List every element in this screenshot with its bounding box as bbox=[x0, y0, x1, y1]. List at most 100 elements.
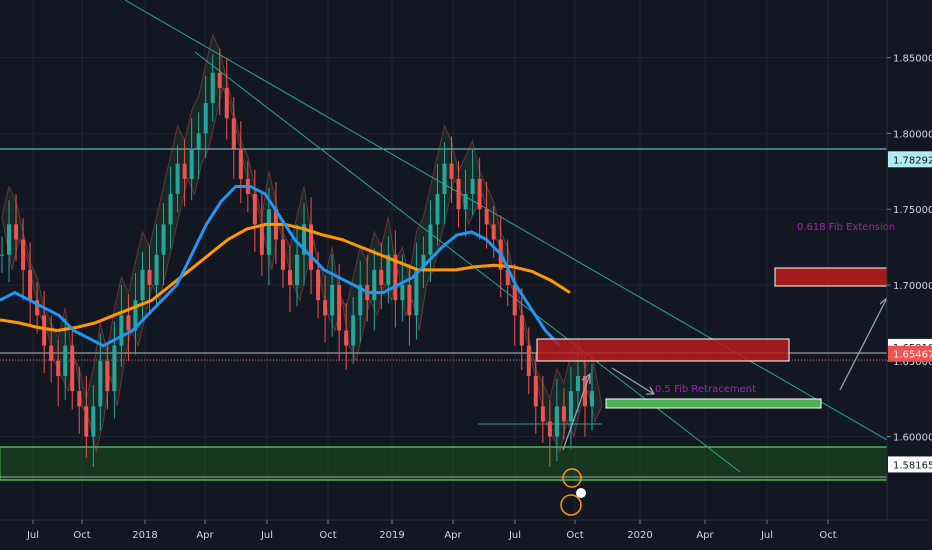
y-tick-label: 1.70000 bbox=[893, 281, 932, 292]
arrow-down-icon bbox=[611, 367, 656, 395]
candle-body bbox=[49, 345, 54, 361]
price-tag-label: 1.65467 bbox=[893, 350, 932, 361]
resistance-zone-box[interactable] bbox=[536, 338, 790, 362]
x-tick-label: 2020 bbox=[627, 530, 652, 541]
candle-body bbox=[287, 269, 292, 286]
price-tag-bg bbox=[888, 456, 932, 473]
candle-body bbox=[161, 224, 166, 255]
candle-body bbox=[0, 254, 4, 256]
candle-body bbox=[575, 375, 580, 392]
candle-body bbox=[379, 269, 384, 286]
y-tick-label: 1.60000 bbox=[893, 433, 932, 444]
candle-body bbox=[316, 269, 321, 301]
candle-body bbox=[175, 163, 180, 195]
candle-body bbox=[133, 300, 138, 331]
candle-body bbox=[217, 72, 222, 88]
candle-body bbox=[42, 315, 47, 346]
price-tag-label: 1.58165 bbox=[893, 460, 932, 471]
candle-body bbox=[526, 345, 531, 376]
candle-body bbox=[547, 421, 552, 437]
candle-body bbox=[505, 269, 510, 286]
candle-body bbox=[533, 375, 538, 407]
y-tick-label: 1.80000 bbox=[893, 129, 932, 140]
candle-body bbox=[84, 406, 89, 437]
candle-body bbox=[252, 194, 257, 225]
candle-body bbox=[519, 315, 524, 346]
candle-body bbox=[309, 224, 314, 270]
candle-body bbox=[456, 178, 461, 210]
candle-body bbox=[421, 254, 426, 270]
candle-body bbox=[28, 269, 33, 301]
support-zone bbox=[0, 446, 887, 481]
candle-body bbox=[337, 285, 342, 331]
price-tag-bg bbox=[888, 345, 932, 362]
candle-body bbox=[259, 224, 264, 255]
candle-body bbox=[105, 360, 110, 392]
y-tick-label: 1.85000 bbox=[893, 54, 932, 65]
candle-body bbox=[140, 269, 145, 301]
candle-body bbox=[266, 209, 271, 255]
x-tick-label: Oct bbox=[73, 530, 90, 541]
trendline-upper[interactable] bbox=[124, 0, 887, 441]
gridlines bbox=[0, 0, 887, 520]
candle-body bbox=[463, 194, 468, 210]
arrow-up-icon bbox=[562, 372, 591, 451]
fib-extension-label: 0.618 Fib Extension bbox=[797, 222, 895, 233]
target-zone-box[interactable] bbox=[774, 267, 887, 287]
candle-body bbox=[323, 300, 328, 316]
x-tick-label: Jul bbox=[26, 530, 39, 541]
fib-retracement-box[interactable] bbox=[605, 398, 822, 409]
candle-body bbox=[112, 345, 117, 392]
candle-body bbox=[582, 375, 587, 407]
candle-body bbox=[330, 285, 335, 316]
candle-body bbox=[414, 269, 419, 316]
candle-body bbox=[182, 163, 187, 179]
candle-body bbox=[238, 148, 243, 179]
candle-body bbox=[358, 285, 363, 316]
x-tick-label: 2019 bbox=[379, 530, 404, 541]
cloud-band bbox=[1, 33, 603, 454]
y-tick-label: 1.65000 bbox=[893, 357, 932, 368]
candle-body bbox=[435, 194, 440, 225]
candle-body bbox=[568, 391, 573, 422]
time-axis[interactable]: Jul Oct 2018 Apr Jul Oct 2019 Apr Jul Oct 2020 Apr J… bbox=[26, 520, 837, 541]
candle-body bbox=[210, 72, 215, 104]
candle-body bbox=[393, 254, 398, 301]
candle-body bbox=[302, 224, 307, 255]
candle-body bbox=[196, 133, 201, 149]
candle-body bbox=[98, 360, 103, 407]
candle-body bbox=[56, 360, 61, 376]
candle-body bbox=[400, 285, 405, 301]
candle-body bbox=[35, 300, 40, 316]
candle-body bbox=[512, 285, 517, 316]
price-tag-label: 1.78292 bbox=[893, 155, 932, 166]
x-tick-label: Oct bbox=[566, 530, 583, 541]
candle-body bbox=[168, 194, 173, 225]
moving-average-blue bbox=[0, 185, 562, 348]
candle-body bbox=[21, 239, 26, 270]
candle-body bbox=[561, 406, 566, 422]
candle-body bbox=[428, 224, 433, 255]
candle-body bbox=[484, 209, 489, 225]
candle-body bbox=[295, 254, 299, 286]
candle-body bbox=[70, 345, 75, 392]
candle-body bbox=[470, 178, 475, 195]
candle-body bbox=[7, 224, 12, 255]
candle-body bbox=[189, 148, 194, 179]
x-tick-label: Oct bbox=[319, 530, 336, 541]
plot-area[interactable] bbox=[0, 0, 887, 516]
candle-body bbox=[477, 178, 482, 210]
x-tick-label: Apr bbox=[696, 530, 714, 541]
candle-body bbox=[14, 224, 19, 240]
candle-body bbox=[386, 254, 391, 286]
candle-body bbox=[224, 87, 229, 119]
candle-body bbox=[540, 406, 545, 422]
candle-body bbox=[554, 406, 559, 437]
price-tag-bg bbox=[888, 151, 932, 168]
candle-body bbox=[344, 330, 349, 346]
x-tick-label: Oct bbox=[819, 530, 836, 541]
x-tick-label: Apr bbox=[444, 530, 462, 541]
x-tick-label: Apr bbox=[196, 530, 214, 541]
